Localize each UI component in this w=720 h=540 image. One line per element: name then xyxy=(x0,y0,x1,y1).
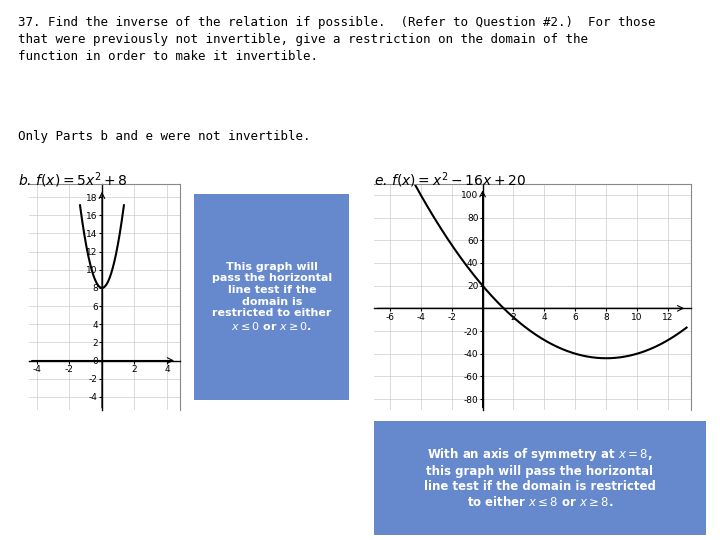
Text: 37. Find the inverse of the relation if possible.  (Refer to Question #2.)  For : 37. Find the inverse of the relation if … xyxy=(18,16,655,63)
Text: b. $f(x) = 5x^2 + 8$: b. $f(x) = 5x^2 + 8$ xyxy=(18,170,128,190)
FancyBboxPatch shape xyxy=(194,194,349,400)
Text: e. $f(x) = x^2 - 16x + 20$: e. $f(x) = x^2 - 16x + 20$ xyxy=(374,170,527,190)
FancyBboxPatch shape xyxy=(374,421,706,535)
Text: Only Parts b and e were not invertible.: Only Parts b and e were not invertible. xyxy=(18,130,310,143)
Text: With an axis of symmetry at $x = 8$,
this graph will pass the horizontal
line te: With an axis of symmetry at $x = 8$, thi… xyxy=(424,446,656,510)
Text: This graph will
pass the horizontal
line test if the
domain is
restricted to eit: This graph will pass the horizontal line… xyxy=(212,262,332,332)
